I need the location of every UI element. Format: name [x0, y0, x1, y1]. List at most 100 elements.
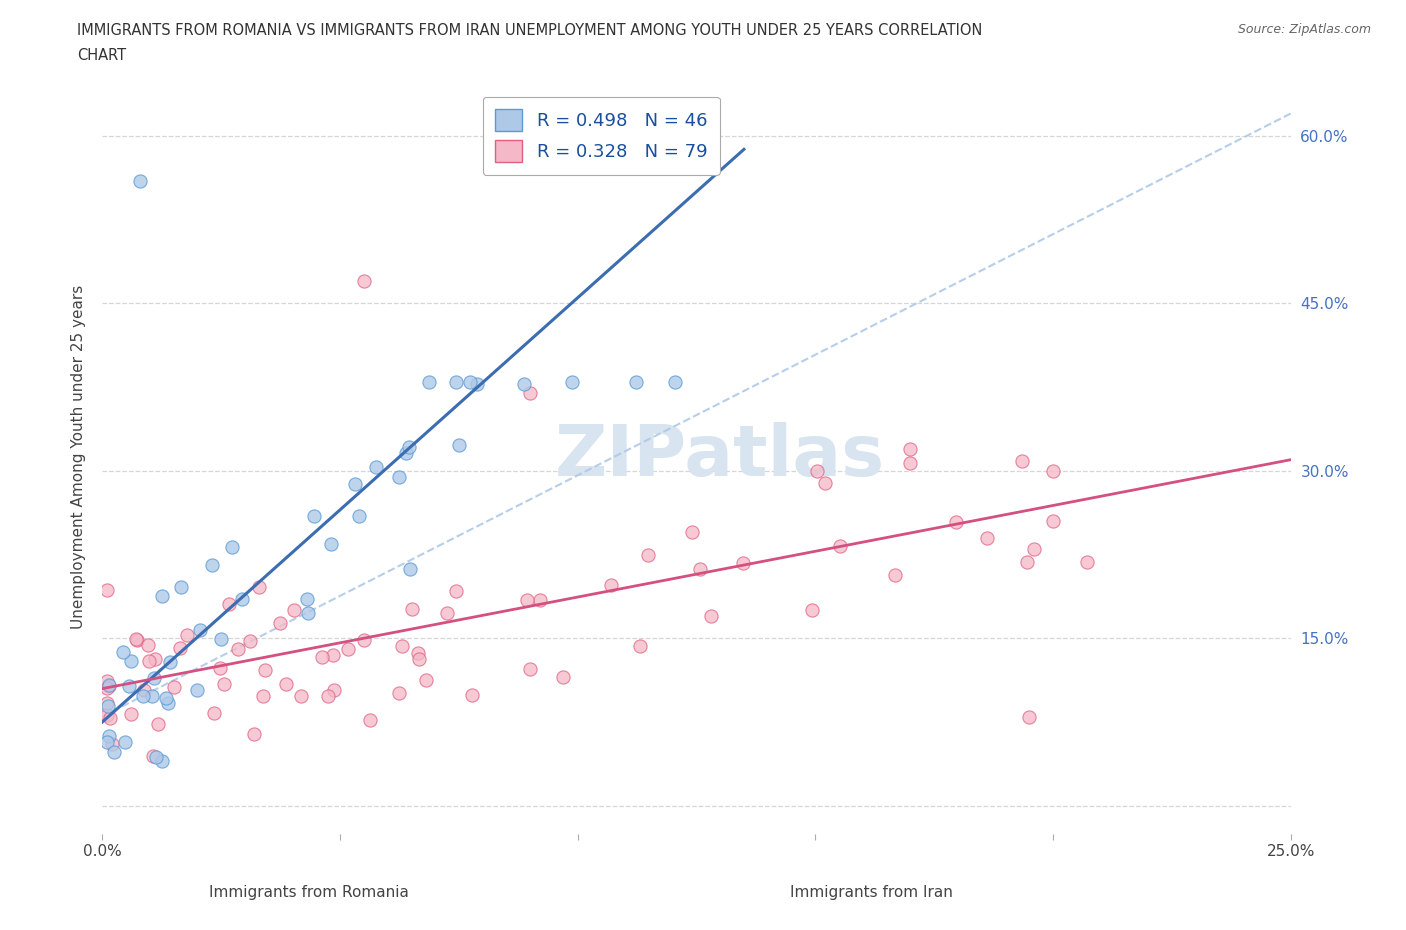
- Point: [316, 688, 339, 703]
- Point: [97, 698, 120, 713]
- Point: [323, 683, 346, 698]
- Point: [114, 735, 136, 750]
- Point: [98, 679, 121, 694]
- Point: [231, 591, 253, 606]
- Point: [96, 708, 118, 723]
- Point: [252, 688, 274, 703]
- Point: [561, 374, 583, 389]
- Point: [519, 385, 541, 400]
- Point: [628, 639, 651, 654]
- Point: [134, 683, 156, 698]
- Point: [96, 582, 118, 597]
- Point: [120, 654, 142, 669]
- Text: Source: ZipAtlas.com: Source: ZipAtlas.com: [1237, 23, 1371, 36]
- Point: [150, 588, 173, 603]
- Point: [733, 555, 755, 570]
- Point: [98, 711, 121, 725]
- Point: [146, 717, 169, 732]
- Point: [637, 548, 659, 563]
- Point: [100, 737, 122, 751]
- Point: [800, 603, 823, 618]
- Point: [129, 173, 152, 188]
- Point: [132, 689, 155, 704]
- Point: [311, 649, 333, 664]
- Point: [96, 696, 118, 711]
- Point: [682, 525, 704, 539]
- Point: [418, 374, 440, 389]
- Point: [1042, 463, 1064, 478]
- Point: [202, 705, 225, 720]
- Point: [401, 602, 423, 617]
- Legend: R = 0.498   N = 46, R = 0.328   N = 79: R = 0.498 N = 46, R = 0.328 N = 79: [482, 97, 720, 175]
- Point: [391, 639, 413, 654]
- Point: [170, 579, 193, 594]
- Point: [142, 671, 165, 685]
- Point: [976, 531, 998, 546]
- Point: [290, 688, 312, 703]
- Point: [398, 440, 420, 455]
- Point: [359, 712, 381, 727]
- Point: [1042, 513, 1064, 528]
- Point: [406, 646, 429, 661]
- Point: [1015, 554, 1038, 569]
- Point: [553, 670, 575, 684]
- Point: [188, 622, 211, 637]
- Point: [600, 578, 623, 592]
- Point: [209, 631, 232, 646]
- Point: [125, 631, 148, 646]
- Point: [449, 437, 471, 452]
- Point: [186, 683, 208, 698]
- Point: [150, 754, 173, 769]
- Point: [444, 374, 467, 389]
- Point: [830, 538, 852, 553]
- Point: [624, 374, 647, 389]
- Point: [806, 463, 828, 478]
- Point: [163, 680, 186, 695]
- Point: [127, 632, 149, 647]
- Point: [689, 561, 711, 576]
- Point: [276, 677, 298, 692]
- Point: [883, 567, 905, 582]
- Point: [136, 638, 159, 653]
- Point: [302, 509, 325, 524]
- Point: [209, 661, 232, 676]
- Text: CHART: CHART: [77, 48, 127, 63]
- Point: [1022, 541, 1045, 556]
- Point: [159, 655, 181, 670]
- Point: [243, 727, 266, 742]
- Text: Immigrants from Iran: Immigrants from Iran: [790, 885, 953, 900]
- Point: [96, 735, 118, 750]
- Point: [398, 562, 420, 577]
- Point: [343, 477, 366, 492]
- Point: [218, 597, 240, 612]
- Point: [143, 652, 166, 667]
- Point: [96, 674, 118, 689]
- Text: IMMIGRANTS FROM ROMANIA VS IMMIGRANTS FROM IRAN UNEMPLOYMENT AMONG YOUTH UNDER 2: IMMIGRANTS FROM ROMANIA VS IMMIGRANTS FR…: [77, 23, 983, 38]
- Point: [169, 641, 191, 656]
- Point: [155, 690, 177, 705]
- Point: [529, 592, 551, 607]
- Text: ZIPatlas: ZIPatlas: [555, 422, 886, 491]
- Point: [395, 445, 418, 460]
- Point: [297, 605, 319, 620]
- Point: [239, 634, 262, 649]
- Point: [1018, 709, 1040, 724]
- Point: [297, 591, 319, 606]
- Point: [519, 661, 541, 676]
- Point: [145, 750, 167, 764]
- Point: [436, 605, 458, 620]
- Point: [465, 377, 488, 392]
- Point: [118, 679, 141, 694]
- Text: Immigrants from Romania: Immigrants from Romania: [209, 885, 409, 900]
- Point: [513, 377, 536, 392]
- Point: [444, 583, 467, 598]
- Y-axis label: Unemployment Among Youth under 25 years: Unemployment Among Youth under 25 years: [72, 285, 86, 629]
- Point: [814, 475, 837, 490]
- Point: [415, 672, 437, 687]
- Point: [247, 579, 270, 594]
- Point: [103, 744, 125, 759]
- Point: [322, 647, 344, 662]
- Point: [97, 677, 120, 692]
- Point: [366, 460, 388, 475]
- Point: [388, 686, 411, 701]
